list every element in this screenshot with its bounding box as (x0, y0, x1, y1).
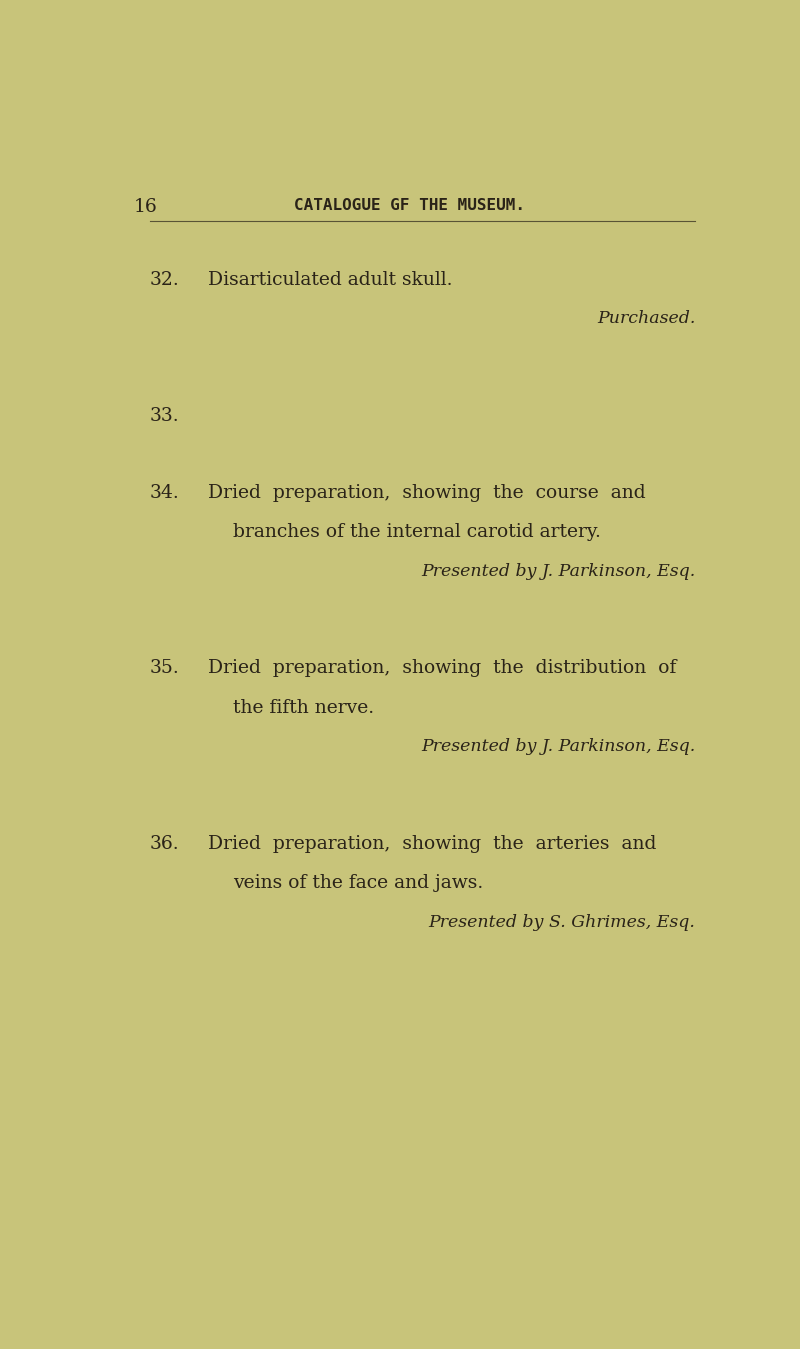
Text: Presented by J. Parkinson, Esq.: Presented by J. Parkinson, Esq. (421, 738, 695, 755)
Text: 16: 16 (134, 198, 158, 216)
Text: 34.: 34. (150, 484, 179, 502)
Text: the fifth nerve.: the fifth nerve. (234, 699, 374, 716)
Text: Dried  preparation,  showing  the  arteries  and: Dried preparation, showing the arteries … (209, 835, 657, 853)
Text: Dried  preparation,  showing  the  course  and: Dried preparation, showing the course an… (209, 484, 646, 502)
Text: 35.: 35. (150, 660, 179, 677)
Text: Purchased.: Purchased. (597, 310, 695, 328)
Text: 36.: 36. (150, 835, 179, 853)
Text: 32.: 32. (150, 271, 179, 289)
Text: branches of the internal carotid artery.: branches of the internal carotid artery. (234, 523, 601, 541)
Text: Disarticulated adult skull.: Disarticulated adult skull. (209, 271, 453, 289)
Text: 33.: 33. (150, 407, 179, 425)
Text: Dried  preparation,  showing  the  distribution  of: Dried preparation, showing the distribut… (209, 660, 677, 677)
Text: Presented by J. Parkinson, Esq.: Presented by J. Parkinson, Esq. (421, 563, 695, 580)
Text: veins of the face and jaws.: veins of the face and jaws. (234, 874, 483, 893)
Text: Presented by S. Ghrimes, Esq.: Presented by S. Ghrimes, Esq. (428, 913, 695, 931)
Text: CATALOGUE GF THE MUSEUM.: CATALOGUE GF THE MUSEUM. (294, 198, 526, 213)
